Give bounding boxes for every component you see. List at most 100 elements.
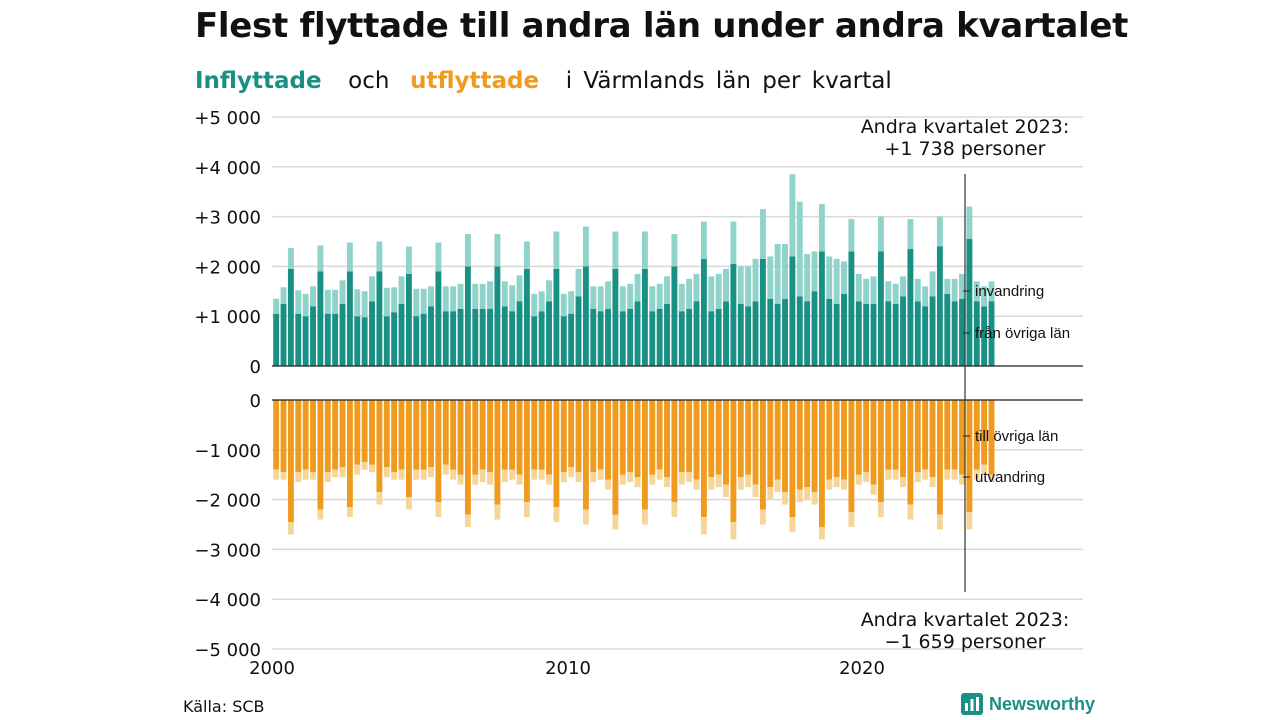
bar-fran-ovriga-lan xyxy=(826,298,833,366)
bar-fran-ovriga-lan xyxy=(737,303,744,366)
bar-invandring xyxy=(686,278,693,309)
bar-till-ovriga-lan xyxy=(582,400,589,510)
bar-fran-ovriga-lan xyxy=(391,312,398,366)
bar-utvandring xyxy=(951,469,958,480)
bar-invandring xyxy=(472,283,479,309)
bar-invandring xyxy=(516,275,523,302)
bar-till-ovriga-lan xyxy=(369,400,375,465)
labels: +5 000 +4 000 +3 000 +2 000 +1 000 0 0 −1 000 −2… xyxy=(194,108,1070,679)
chart-title: Flest flyttade till andra län under andr… xyxy=(195,6,1129,46)
bar-utvandring xyxy=(523,502,530,518)
bar-utvandring xyxy=(464,514,471,527)
bar-fran-ovriga-lan xyxy=(870,303,877,366)
bar-invandring xyxy=(538,291,545,312)
bar-utvandring xyxy=(730,522,737,540)
bar-till-ovriga-lan xyxy=(531,400,538,470)
bar-fran-ovriga-lan xyxy=(310,306,316,366)
subtitle-och: och xyxy=(348,68,390,94)
bar-fran-ovriga-lan xyxy=(671,266,678,366)
bar-till-ovriga-lan xyxy=(597,400,604,470)
bar-utvandring xyxy=(914,472,921,483)
bar-fran-ovriga-lan xyxy=(811,291,818,366)
bar-till-ovriga-lan xyxy=(435,400,442,503)
bar-till-ovriga-lan xyxy=(450,400,457,470)
bar-fran-ovriga-lan xyxy=(516,301,523,366)
bar-invandring xyxy=(457,283,464,309)
bar-till-ovriga-lan xyxy=(723,400,729,485)
bar-utvandring xyxy=(789,517,796,532)
bar-utvandring xyxy=(376,492,383,505)
bar-fran-ovriga-lan xyxy=(745,306,752,366)
bar-invandring xyxy=(391,287,398,313)
bar-till-ovriga-lan xyxy=(472,400,479,475)
bar-till-ovriga-lan xyxy=(523,400,530,503)
bar-invandring xyxy=(479,283,486,309)
bar-invandring xyxy=(708,276,715,312)
bar-invandring xyxy=(523,241,530,269)
bar-invandring xyxy=(767,256,774,299)
bar-fran-ovriga-lan xyxy=(789,256,796,366)
bar-invandring xyxy=(273,298,280,314)
bar-utvandring xyxy=(767,487,774,500)
bar-fran-ovriga-lan xyxy=(398,303,405,366)
bar-till-ovriga-lan xyxy=(560,400,567,473)
bar-invandring xyxy=(302,293,309,317)
bar-fran-ovriga-lan xyxy=(929,296,936,366)
bar-utvandring xyxy=(509,469,516,480)
bar-till-ovriga-lan xyxy=(501,400,508,470)
bar-invandring xyxy=(841,261,847,294)
bar-invandring xyxy=(376,241,383,272)
bar-till-ovriga-lan xyxy=(936,400,943,515)
bar-utvandring xyxy=(877,502,884,518)
bar-fran-ovriga-lan xyxy=(442,311,449,366)
annotation-top-line2: +1 738 personer xyxy=(885,138,1046,160)
bar-invandring xyxy=(568,291,575,314)
bar-fran-ovriga-lan xyxy=(523,268,530,366)
bar-utvandring xyxy=(302,469,309,480)
bar-till-ovriga-lan xyxy=(929,400,936,478)
bar-fran-ovriga-lan xyxy=(664,303,670,366)
bar-invandring xyxy=(678,283,685,312)
bar-utvandring xyxy=(870,484,877,495)
bar-invandring xyxy=(280,287,287,304)
bar-utvandring xyxy=(568,467,575,478)
bar-utvandring xyxy=(310,472,316,480)
bar-invandring xyxy=(332,289,339,314)
bar-invandring xyxy=(715,273,722,309)
bar-utvandring xyxy=(590,472,597,483)
bar-utvandring xyxy=(774,479,781,493)
bar-utvandring xyxy=(295,472,302,483)
bar-invandring xyxy=(693,273,700,302)
bar-fran-ovriga-lan xyxy=(988,301,995,366)
bar-utvandring xyxy=(892,469,899,480)
bar-till-ovriga-lan xyxy=(907,400,914,505)
x-tick-label: 2000 xyxy=(249,658,295,679)
bar-till-ovriga-lan xyxy=(973,400,980,470)
y-tick-label-top: 0 xyxy=(250,357,261,378)
chart-subtitle: Inflyttade och utflyttade i Värmlands lä… xyxy=(195,68,892,94)
bar-fran-ovriga-lan xyxy=(715,308,722,366)
bar-invandring xyxy=(354,289,361,317)
bar-till-ovriga-lan xyxy=(693,400,700,480)
bar-fran-ovriga-lan xyxy=(302,316,309,366)
bar-fran-ovriga-lan xyxy=(487,308,493,366)
bar-invandring xyxy=(464,234,471,267)
bar-fran-ovriga-lan xyxy=(973,301,980,366)
bar-invandring xyxy=(494,234,501,267)
bar-invandring xyxy=(582,226,589,267)
bar-invandring xyxy=(553,231,560,269)
bar-fran-ovriga-lan xyxy=(892,303,899,366)
bar-fran-ovriga-lan xyxy=(464,266,471,366)
subtitle-inflow: Inflyttade xyxy=(195,68,322,94)
bar-fran-ovriga-lan xyxy=(693,301,700,366)
bar-invandring xyxy=(922,286,929,307)
bar-fran-ovriga-lan xyxy=(324,313,331,366)
bar-till-ovriga-lan xyxy=(981,400,988,465)
bar-invandring xyxy=(723,268,729,302)
bar-utvandring xyxy=(612,514,619,530)
bar-fran-ovriga-lan xyxy=(774,303,781,366)
annotation-bottom-line1: Andra kvartalet 2023: xyxy=(861,609,1070,631)
bar-till-ovriga-lan xyxy=(568,400,575,468)
y-tick-label-bottom: −4 000 xyxy=(194,590,261,611)
bar-fran-ovriga-lan xyxy=(907,248,914,366)
